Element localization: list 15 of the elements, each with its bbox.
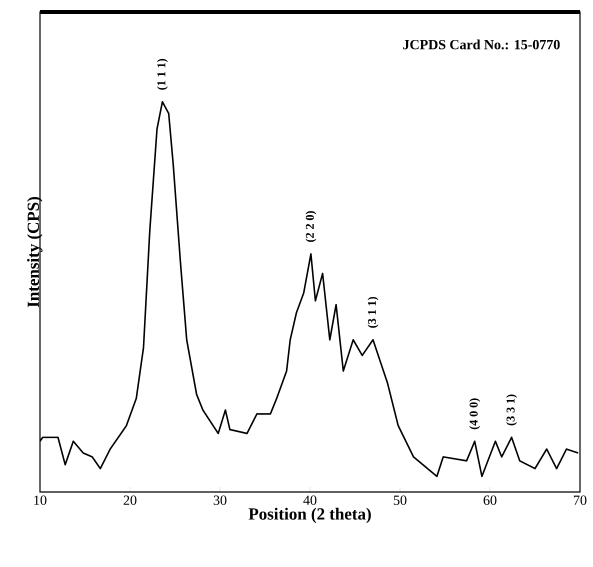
x-tick-label: 20	[124, 496, 136, 505]
x-axis-title: Position (2 theta)	[248, 508, 371, 524]
x-tick-label: 30	[214, 496, 226, 505]
y-axis-title: Intensity (CPS)	[27, 197, 42, 308]
text: JCPDS Card No.: 15-0770	[403, 40, 560, 50]
annotation: (1 1 1)	[156, 58, 168, 90]
x-tick-label: 40	[303, 496, 316, 505]
annotation: (3 3 1)	[506, 394, 518, 426]
x-tick-label: 70	[574, 496, 586, 505]
annotation: (2 2 0)	[305, 211, 316, 242]
x-tick-label: 50	[394, 496, 406, 505]
annotation: (3 1 1)	[368, 296, 378, 328]
x-tick-label: 60	[484, 496, 496, 505]
x-tick-label: 10	[34, 496, 46, 505]
annotation: (4 0 0)	[469, 398, 480, 430]
